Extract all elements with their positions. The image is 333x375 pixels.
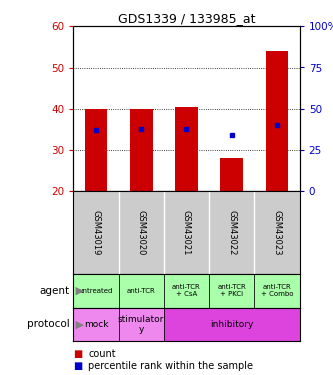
Text: anti-TCR
+ Combo: anti-TCR + Combo bbox=[261, 284, 293, 297]
Bar bbox=[220, 158, 243, 191]
Text: anti-TCR
+ PKCi: anti-TCR + PKCi bbox=[217, 284, 246, 297]
Text: mock: mock bbox=[84, 320, 108, 329]
Bar bbox=[175, 106, 198, 191]
Text: GSM43021: GSM43021 bbox=[182, 210, 191, 255]
Text: ■: ■ bbox=[73, 350, 83, 359]
Text: GSM43019: GSM43019 bbox=[91, 210, 101, 255]
Title: GDS1339 / 133985_at: GDS1339 / 133985_at bbox=[118, 12, 255, 25]
Bar bbox=[164, 308, 300, 341]
Text: agent: agent bbox=[40, 286, 70, 296]
Text: ■: ■ bbox=[73, 361, 83, 370]
Bar bbox=[164, 274, 209, 308]
Text: anti-TCR: anti-TCR bbox=[127, 288, 156, 294]
Text: protocol: protocol bbox=[27, 320, 70, 329]
Text: ▶: ▶ bbox=[72, 320, 84, 329]
Text: ▶: ▶ bbox=[72, 286, 84, 296]
Text: count: count bbox=[88, 350, 116, 359]
Text: GSM43020: GSM43020 bbox=[137, 210, 146, 255]
Bar bbox=[73, 274, 119, 308]
Text: percentile rank within the sample: percentile rank within the sample bbox=[88, 361, 253, 370]
Bar bbox=[209, 274, 254, 308]
Text: inhibitory: inhibitory bbox=[210, 320, 253, 329]
Text: GSM43023: GSM43023 bbox=[272, 210, 282, 255]
Text: stimulator
y: stimulator y bbox=[118, 315, 165, 334]
Bar bbox=[130, 109, 153, 191]
Text: GSM43022: GSM43022 bbox=[227, 210, 236, 255]
Bar bbox=[119, 308, 164, 341]
Text: untreated: untreated bbox=[79, 288, 113, 294]
Bar bbox=[254, 274, 300, 308]
Bar bbox=[266, 51, 288, 191]
Bar bbox=[85, 109, 107, 191]
Text: anti-TCR
+ CsA: anti-TCR + CsA bbox=[172, 284, 201, 297]
Bar bbox=[119, 274, 164, 308]
Bar bbox=[73, 308, 119, 341]
